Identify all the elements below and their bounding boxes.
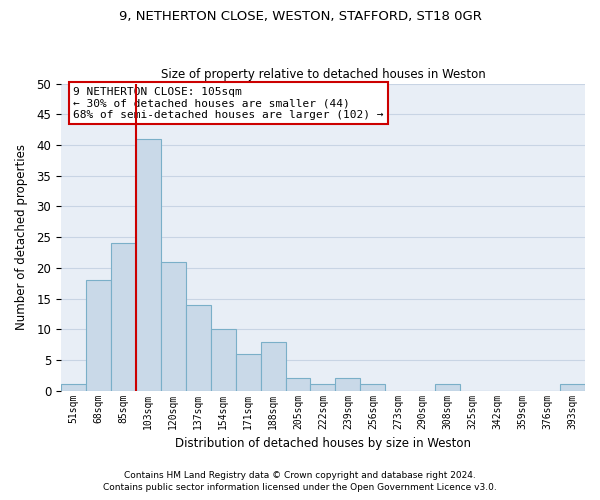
Bar	[560, 384, 585, 390]
Bar	[61, 384, 86, 390]
Bar	[260, 342, 286, 390]
Bar	[111, 243, 136, 390]
Text: 9 NETHERTON CLOSE: 105sqm
← 30% of detached houses are smaller (44)
68% of semi-: 9 NETHERTON CLOSE: 105sqm ← 30% of detac…	[73, 86, 384, 120]
Bar	[236, 354, 260, 391]
Bar	[335, 378, 361, 390]
Bar	[361, 384, 385, 390]
Bar	[211, 329, 236, 390]
X-axis label: Distribution of detached houses by size in Weston: Distribution of detached houses by size …	[175, 437, 471, 450]
Bar	[161, 262, 186, 390]
Bar	[136, 139, 161, 390]
Text: 9, NETHERTON CLOSE, WESTON, STAFFORD, ST18 0GR: 9, NETHERTON CLOSE, WESTON, STAFFORD, ST…	[119, 10, 481, 23]
Text: Contains HM Land Registry data © Crown copyright and database right 2024.
Contai: Contains HM Land Registry data © Crown c…	[103, 471, 497, 492]
Bar	[86, 280, 111, 390]
Bar	[435, 384, 460, 390]
Bar	[310, 384, 335, 390]
Y-axis label: Number of detached properties: Number of detached properties	[15, 144, 28, 330]
Bar	[286, 378, 310, 390]
Title: Size of property relative to detached houses in Weston: Size of property relative to detached ho…	[161, 68, 485, 81]
Bar	[186, 304, 211, 390]
